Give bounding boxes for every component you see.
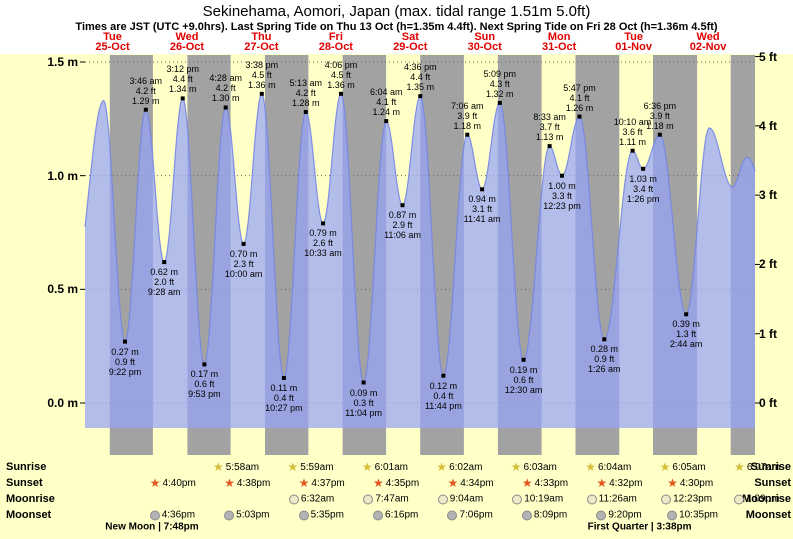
tide-extreme-marker [281,376,286,380]
day-date: 28-Oct [318,41,353,53]
day-name: Fri [328,31,343,43]
tide-extreme-marker [418,94,423,99]
day-name: Sun [474,31,496,43]
day-label: Fri 28-Oct [318,31,353,53]
tide-extreme-marker [560,173,564,178]
tide-extreme-marker [143,107,148,112]
day-date: 02-Nov [689,41,727,53]
day-date: 27-Oct [244,41,279,53]
tide-extreme-marker [202,362,207,367]
day-label: Thu 27-Oct [244,31,279,53]
tide-extreme-marker [223,105,228,110]
day-label: Wed 26-Oct [169,31,205,53]
day-name: Wed [175,31,199,43]
day-label: Wed 02-Nov [689,31,727,53]
tide-extreme-marker [123,339,127,344]
tide-extreme-marker [400,203,405,208]
tide-extreme-marker [339,91,343,96]
day-date: 30-Oct [467,41,502,53]
day-name: Tue [624,31,643,43]
tide-extreme-marker [241,241,246,246]
day-date: 25-Oct [95,41,130,53]
day-name: Mon [547,31,571,43]
tide-extreme-marker [303,110,308,114]
tide-extreme-marker [521,357,526,362]
day-date: 29-Oct [393,41,428,53]
day-date: 26-Oct [169,41,205,53]
chart-title: Sekinehama, Aomori, Japan (max. tidal ra… [202,3,591,20]
tide-extreme-marker [547,144,552,149]
tide-extreme-marker [180,96,185,101]
day-date: 01-Nov [615,41,652,53]
day-name: Wed [696,31,720,43]
chart-header: Sekinehama, Aomori, Japan (max. tidal ra… [0,0,793,54]
chart-subtitle: Times are JST (UTC +9.0hrs). Last Spring… [75,21,718,33]
tide-extreme-marker [684,312,689,317]
day-date: 31-Oct [542,41,577,53]
tide-extreme-marker [465,132,470,137]
day-label: Tue 25-Oct [95,31,130,53]
day-label: Sun 30-Oct [467,31,502,53]
tide-extreme-marker [602,337,607,342]
tide-extreme-marker [657,132,662,137]
day-label: Sat 29-Oct [393,31,428,53]
tide-extreme-marker [361,380,366,385]
tide-extreme-marker [321,221,326,226]
day-label: Mon 31-Oct [542,31,577,53]
tide-extreme-marker [577,114,582,119]
tide-extreme-marker [630,148,635,153]
tide-extreme-marker [641,166,646,171]
tide-extreme-marker [384,119,389,124]
tide-extreme-marker [480,187,485,192]
day-label: Tue 01-Nov [615,31,652,53]
tide-extreme-marker [441,373,446,378]
day-name: Tue [103,31,122,43]
tide-extreme-marker [162,260,167,265]
day-name: Thu [251,31,272,43]
day-name: Sat [401,31,419,43]
tide-extreme-marker [259,91,264,96]
tide-extreme-marker [497,100,502,105]
